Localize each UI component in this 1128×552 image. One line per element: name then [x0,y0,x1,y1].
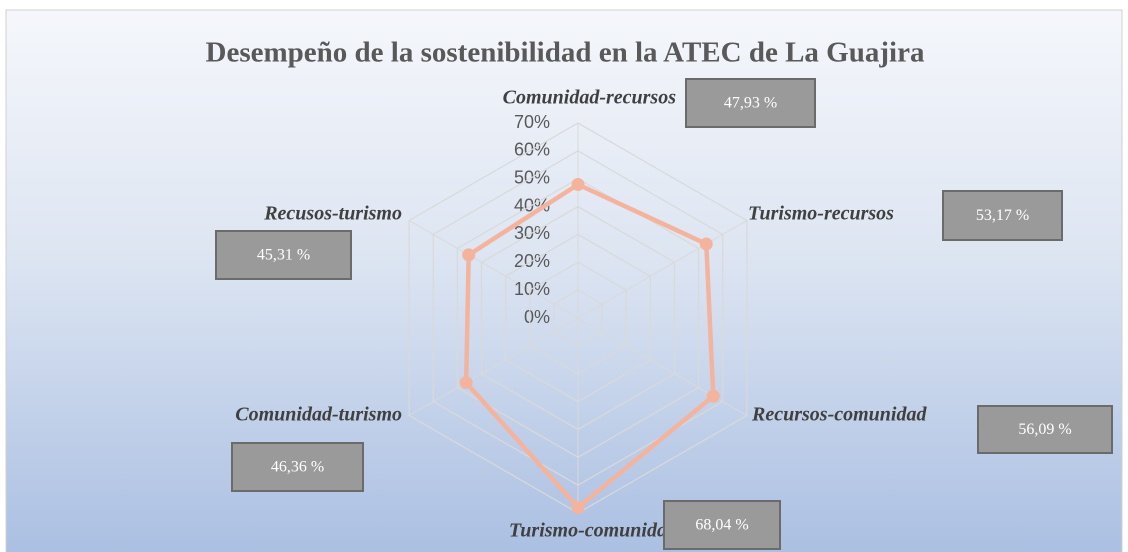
value-label-box [977,405,1113,454]
grid-ring [553,289,603,347]
value-label-box [942,190,1063,241]
value-label-box [231,442,364,492]
value-label: 68,04 % [695,517,748,534]
category-label: Recursos-comunidad [751,404,927,426]
category-label: Turismo-recursos [748,203,894,225]
data-point [571,501,585,515]
spoke [577,220,748,319]
y-tick-label: 70% [514,112,550,132]
data-point [571,177,585,191]
value-label: 53,17 % [976,207,1029,224]
value-label: 47,93 % [724,95,777,112]
data-point [459,376,473,390]
value-label-box [215,230,352,280]
data-point [462,248,476,262]
chart-title: Desempeño de la sostenibilidad en la ATE… [206,37,925,69]
category-label: Comunidad-recursos [503,87,677,109]
grid-ring [529,261,627,375]
data-point [699,237,713,251]
value-label: 45,31 % [257,247,310,264]
data-point [706,389,720,403]
grid-ring [456,178,700,458]
category-label: Turismo-comunidad [509,520,678,542]
spoke [408,220,579,319]
grid-ring [505,233,651,403]
grid-ring [480,205,676,431]
category-label: Recusos-turismo [263,203,402,225]
value-label-box [685,78,816,128]
value-label-box [663,500,781,550]
chart-background [5,9,1123,552]
y-tick-label: 0% [524,307,550,327]
category-label: Comunidad-turismo [235,404,402,426]
grid-ring [432,150,724,486]
value-label: 46,36 % [271,459,324,476]
value-label: 56,09 % [1018,421,1071,438]
spoke [408,317,579,416]
